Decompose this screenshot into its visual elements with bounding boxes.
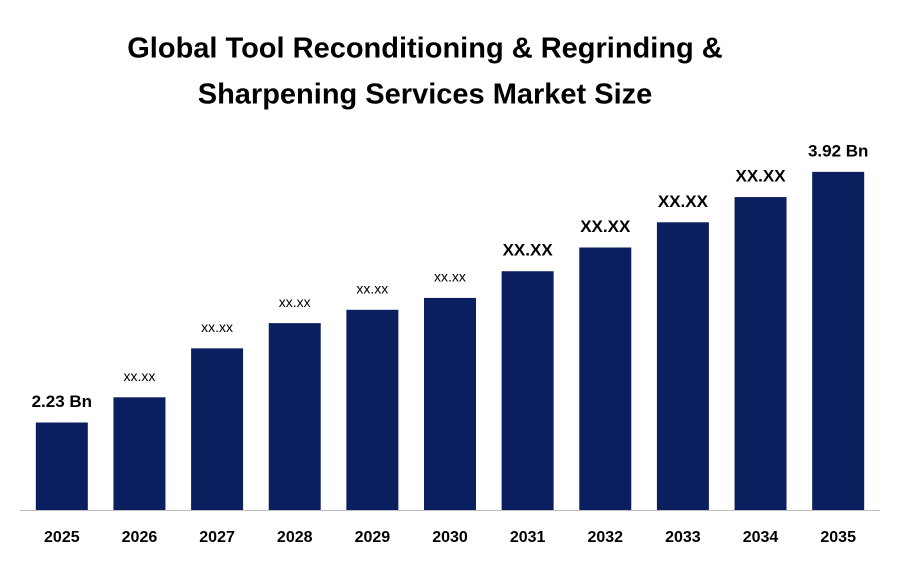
bar [812,171,865,510]
bar [35,422,88,510]
value-label: XX.XX [503,241,554,260]
bar [656,222,709,510]
bar [501,271,554,510]
bar [113,397,166,510]
value-label: 2.23 Bn [32,392,92,411]
chart-title: Global Tool Reconditioning & Regrinding … [127,33,723,65]
x-tick-label: 2032 [587,529,623,546]
x-tick-label: 2031 [510,529,546,546]
bar [268,323,321,510]
bar [579,247,632,510]
value-label: 3.92 Bn [808,141,868,160]
x-tick-label: 2027 [199,529,235,546]
x-tick-label: 2028 [277,529,313,546]
bar [191,348,244,510]
x-tick-label: 2030 [432,529,468,546]
value-label: XX.XX [735,167,786,186]
x-tick-label: 2035 [820,529,856,546]
value-label: xx.xx [201,319,233,335]
x-tick-label: 2034 [743,529,779,546]
x-tick-label: 2033 [665,529,701,546]
value-label: xx.xx [124,368,156,384]
x-tick-label: 2029 [355,529,391,546]
x-tick-label: 2026 [122,529,158,546]
value-label: xx.xx [356,280,388,296]
value-label: xx.xx [279,294,311,310]
bar [734,197,787,510]
value-label: XX.XX [658,192,709,211]
chart-title: Sharpening Services Market Size [198,79,653,111]
bar [424,297,476,510]
x-tick-label: 2025 [44,529,80,546]
value-label: xx.xx [434,269,466,285]
value-label: XX.XX [580,217,631,236]
bar [346,309,399,510]
